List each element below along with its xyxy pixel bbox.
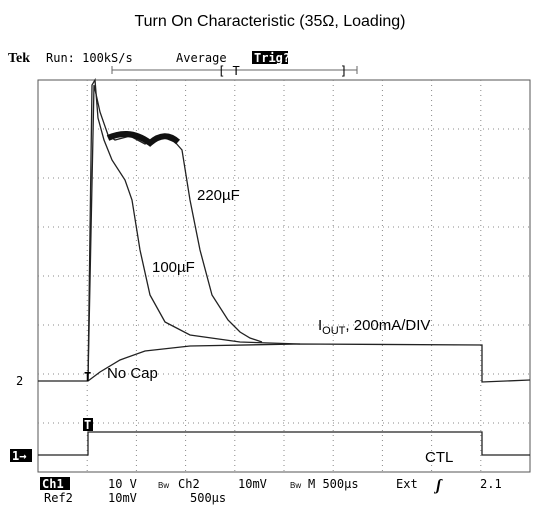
trace-100uf [87, 77, 301, 381]
ch1-marker-box [10, 449, 32, 462]
trigger-bar: [ T] [111, 64, 358, 78]
brand: Tek [8, 51, 30, 66]
label-100uf: 100µF [152, 259, 195, 276]
ch1-box [40, 477, 70, 490]
trace-ctl [38, 431, 530, 456]
footer-ref-time: 500µs [190, 491, 226, 505]
footer-ch2-scale: 10mV [238, 477, 267, 491]
ch1-marker: 1→ [12, 449, 26, 463]
footer-level: 2.1 [480, 477, 502, 491]
ch2-marker: 2 [16, 374, 23, 388]
trig-box [252, 51, 288, 64]
graticule [38, 80, 530, 472]
svg-text:]: ] [340, 64, 347, 78]
footer-ref: Ref2 [44, 491, 73, 505]
ch1-trig-box [83, 418, 93, 431]
label-ctl: CTL [425, 449, 453, 466]
trace-220uf [87, 84, 263, 381]
footer-ch2: Ch2 [178, 477, 200, 491]
ripple-band [106, 131, 181, 147]
ch1-trig-marker: T [84, 418, 91, 432]
footer-source: Ext [396, 477, 418, 491]
run-rate: Run: 100kS/s [46, 51, 133, 65]
label-220uf: 220µF [197, 187, 240, 204]
acq-mode: Average [176, 51, 227, 65]
title: Turn On Characteristic (35Ω, Loading) [134, 13, 405, 30]
label-nocap: No Cap [107, 365, 158, 382]
trig-point: T [84, 370, 91, 384]
label-iout: IOUT, 200mA/DIV [318, 317, 430, 337]
footer-bw2: Bw [290, 481, 301, 490]
trace-nocap [38, 343, 531, 383]
slope-icon: ʃ [433, 477, 443, 494]
footer-time: M 500µs [308, 477, 359, 491]
footer-ch1: Ch1 [42, 477, 64, 491]
svg-text:[ T: [ T [218, 64, 240, 78]
footer-bw1: Bw [158, 481, 169, 490]
footer-ch1-scale: 10 V [108, 477, 137, 491]
footer-ref-scale: 10mV [108, 491, 137, 505]
trig-status: Trig? [254, 51, 290, 65]
